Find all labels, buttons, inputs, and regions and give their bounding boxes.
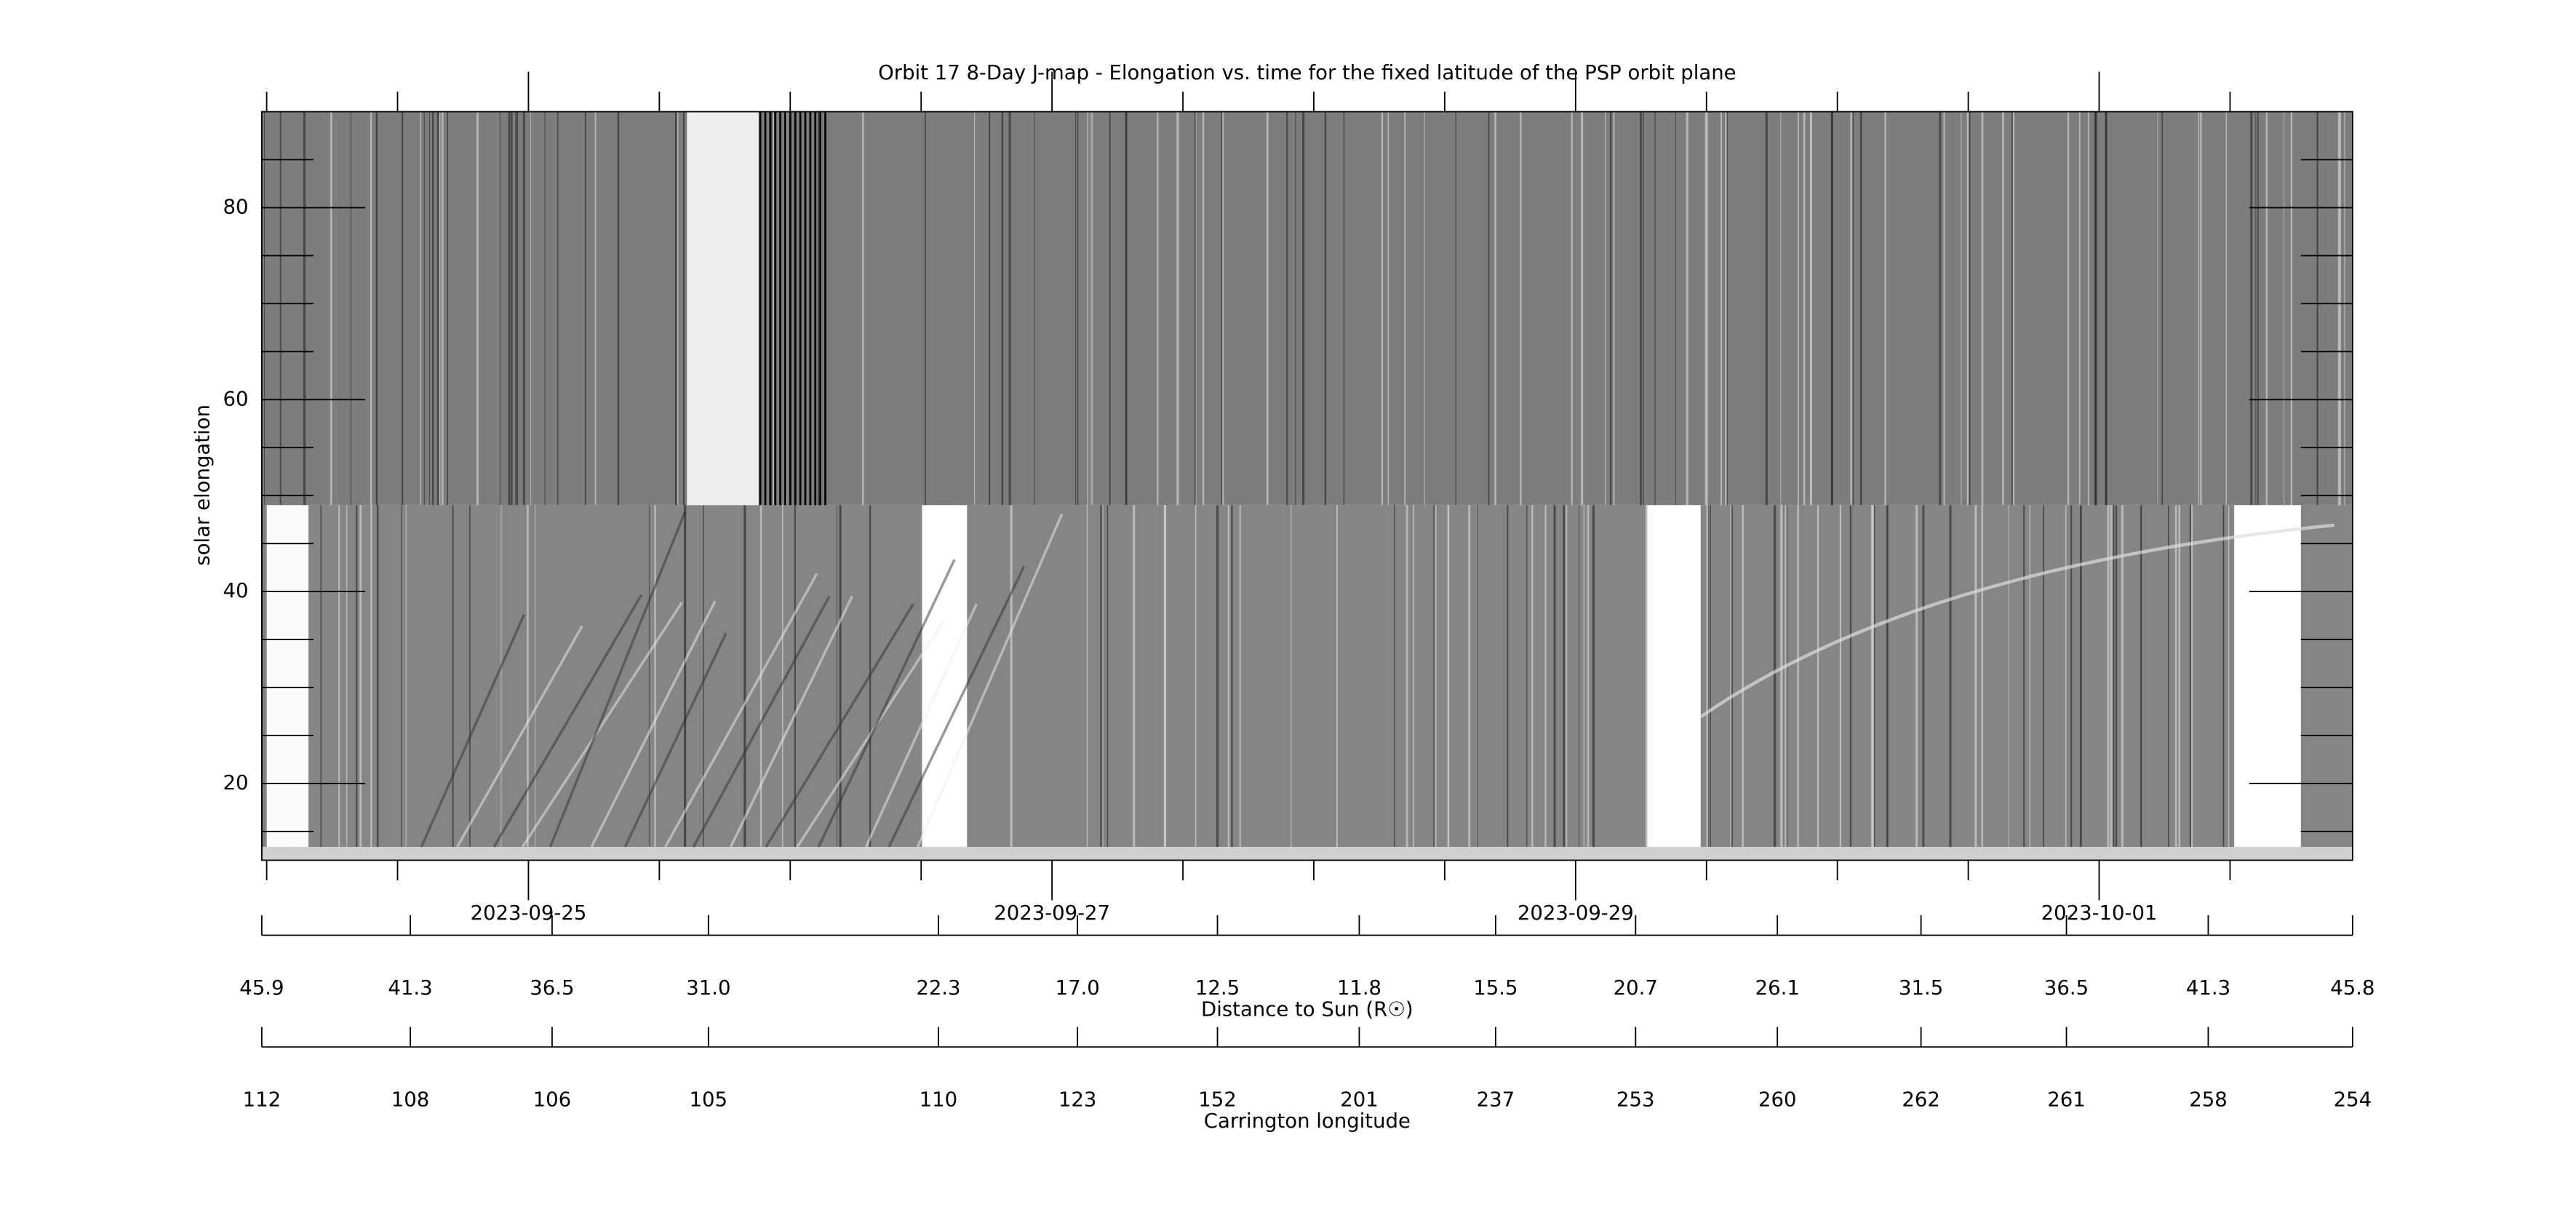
secondary-tick-label: 123 [1058, 1088, 1097, 1111]
image-streak [817, 559, 956, 848]
image-streak [664, 573, 818, 848]
secondary-tick-label: 253 [1616, 1088, 1655, 1111]
secondary-tick-label: 237 [1477, 1088, 1515, 1111]
image-streak [455, 625, 583, 848]
secondary-tick-label: 17.0 [1055, 976, 1099, 1000]
secondary-tick-label: 31.5 [1899, 976, 1943, 1000]
image-band [2234, 505, 2301, 848]
image-streak [796, 619, 946, 848]
secondary-tick-label: 45.9 [239, 976, 284, 1000]
y-tick-label: 80 [223, 195, 248, 218]
image-streak [493, 594, 643, 848]
secondary-tick-label: 11.8 [1337, 976, 1381, 1000]
image-streak [916, 513, 1064, 848]
image-streak [888, 565, 1026, 848]
image-streak [729, 595, 854, 848]
y-axis-label: solar elongation [191, 404, 215, 565]
secondary-tick-label: 260 [1758, 1088, 1797, 1111]
x-tick-label: 2023-09-29 [1518, 901, 1634, 925]
secondary-axis-label: Carrington longitude [1204, 1109, 1411, 1133]
secondary-tick-label: 20.7 [1614, 976, 1658, 1000]
image-streak [765, 603, 914, 848]
y-tick-label: 60 [223, 387, 248, 410]
secondary-tick-label: 12.5 [1195, 976, 1240, 1000]
image-band [266, 505, 309, 848]
secondary-axis-label: Distance to Sun (R☉) [1201, 998, 1413, 1021]
secondary-tick-label: 110 [920, 1088, 958, 1111]
secondary-tick-label: 15.5 [1473, 976, 1518, 1000]
secondary-tick-label: 45.8 [2330, 976, 2374, 1000]
secondary-tick-label: 105 [690, 1088, 728, 1111]
secondary-tick-label: 36.5 [530, 976, 574, 1000]
x-tick-label: 2023-10-01 [2041, 901, 2158, 925]
secondary-tick-label: 26.1 [1755, 976, 1800, 1000]
secondary-tick-label: 258 [2189, 1088, 2228, 1111]
secondary-tick-label: 108 [391, 1088, 430, 1111]
secondary-tick-label: 254 [2334, 1088, 2372, 1111]
image-strip [261, 847, 2353, 861]
image-streak [623, 632, 727, 848]
image-band [687, 111, 759, 506]
image-streak [590, 600, 717, 848]
secondary-tick-label: 41.3 [388, 976, 432, 1000]
secondary-tick-label: 31.0 [686, 976, 730, 1000]
x-tick-label: 2023-09-25 [471, 901, 587, 925]
plot-frame [260, 111, 2353, 861]
image-bottom [261, 505, 2353, 848]
image-streak [692, 596, 831, 848]
secondary-tick-label: 261 [2047, 1088, 2086, 1111]
y-tick-label: 20 [223, 771, 248, 794]
secondary-tick-label: 41.3 [2186, 976, 2230, 1000]
secondary-tick-label: 201 [1340, 1088, 1379, 1111]
image-streak [1699, 523, 2334, 719]
secondary-tick-label: 112 [243, 1088, 282, 1111]
image-band [1647, 505, 1701, 848]
jmap-image [261, 111, 2353, 861]
image-streak [521, 602, 683, 848]
secondary-tick-label: 22.3 [916, 976, 960, 1000]
chart-title: Orbit 17 8-Day J-map - Elongation vs. ti… [878, 61, 1736, 84]
secondary-tick-label: 262 [1902, 1088, 1940, 1111]
secondary-tick-label: 36.5 [2044, 976, 2089, 1000]
image-streak [420, 614, 526, 848]
x-tick-label: 2023-09-27 [994, 901, 1110, 925]
secondary-tick-label: 152 [1198, 1088, 1237, 1111]
image-streak [549, 511, 687, 848]
image-streak [864, 603, 978, 848]
image-top [261, 111, 2353, 506]
y-tick-label: 40 [223, 579, 248, 602]
secondary-tick-label: 106 [533, 1088, 572, 1111]
